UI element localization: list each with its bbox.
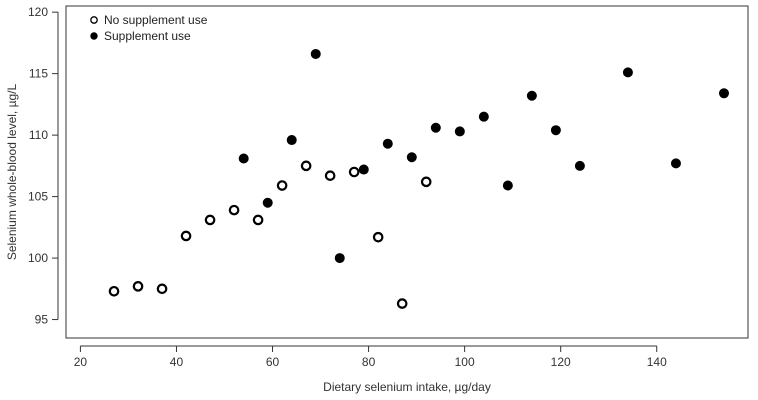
legend-entry: Supplement use xyxy=(104,29,191,43)
point-supplement xyxy=(550,125,561,136)
point-supplement xyxy=(526,90,537,101)
point-no-supplement xyxy=(324,170,336,181)
x-tick-label: 100 xyxy=(455,355,475,369)
point-supplement xyxy=(502,180,513,191)
legend: No supplement use Supplement use xyxy=(90,13,208,43)
point-supplement xyxy=(310,48,321,59)
point-supplement xyxy=(358,164,369,175)
point-supplement xyxy=(430,122,441,133)
x-tick-label: 140 xyxy=(647,355,667,369)
point-supplement xyxy=(478,111,489,122)
x-tick-label: 80 xyxy=(362,355,376,369)
point-supplement xyxy=(574,160,585,171)
legend-marker xyxy=(90,32,98,40)
point-no-supplement xyxy=(348,166,360,178)
x-axis: 20 40 60 80 100 120 140 xyxy=(74,345,667,369)
point-supplement xyxy=(718,88,729,99)
data-points xyxy=(108,48,729,309)
x-tick-label: 120 xyxy=(551,355,571,369)
point-supplement xyxy=(454,126,465,137)
legend-marker xyxy=(90,16,98,24)
point-no-supplement xyxy=(228,204,240,216)
point-supplement xyxy=(670,158,681,169)
y-tick-label: 95 xyxy=(35,313,49,327)
legend-entry: No supplement use xyxy=(104,13,208,27)
point-no-supplement xyxy=(180,230,192,242)
x-tick-label: 60 xyxy=(266,355,280,369)
y-tick-label: 105 xyxy=(28,190,48,204)
y-tick-label: 120 xyxy=(28,5,48,19)
point-no-supplement xyxy=(252,214,264,226)
y-tick-label: 100 xyxy=(28,251,48,265)
point-no-supplement xyxy=(276,180,288,191)
point-no-supplement xyxy=(156,283,168,295)
plot-frame xyxy=(65,5,749,339)
point-no-supplement xyxy=(204,214,216,226)
x-tick-label: 20 xyxy=(74,355,88,369)
point-supplement xyxy=(622,67,633,78)
point-no-supplement xyxy=(108,285,120,297)
point-supplement xyxy=(406,152,417,163)
point-no-supplement xyxy=(372,231,384,243)
point-supplement xyxy=(286,135,297,146)
point-no-supplement xyxy=(132,281,144,292)
y-axis-label: Selenium whole-blood level, µg/L xyxy=(5,84,19,261)
y-tick-label: 115 xyxy=(29,67,48,81)
x-axis-label: Dietary selenium intake, µg/day xyxy=(323,380,491,394)
x-tick-label: 40 xyxy=(170,355,184,369)
y-tick-label: 110 xyxy=(29,128,48,142)
point-supplement xyxy=(238,153,249,164)
point-supplement xyxy=(262,197,273,208)
point-supplement xyxy=(382,138,393,149)
point-no-supplement xyxy=(396,298,408,309)
point-no-supplement xyxy=(300,160,312,172)
point-no-supplement xyxy=(420,176,432,188)
point-supplement xyxy=(334,253,345,264)
y-axis: 95 100 105 110 115 120 xyxy=(28,5,59,327)
